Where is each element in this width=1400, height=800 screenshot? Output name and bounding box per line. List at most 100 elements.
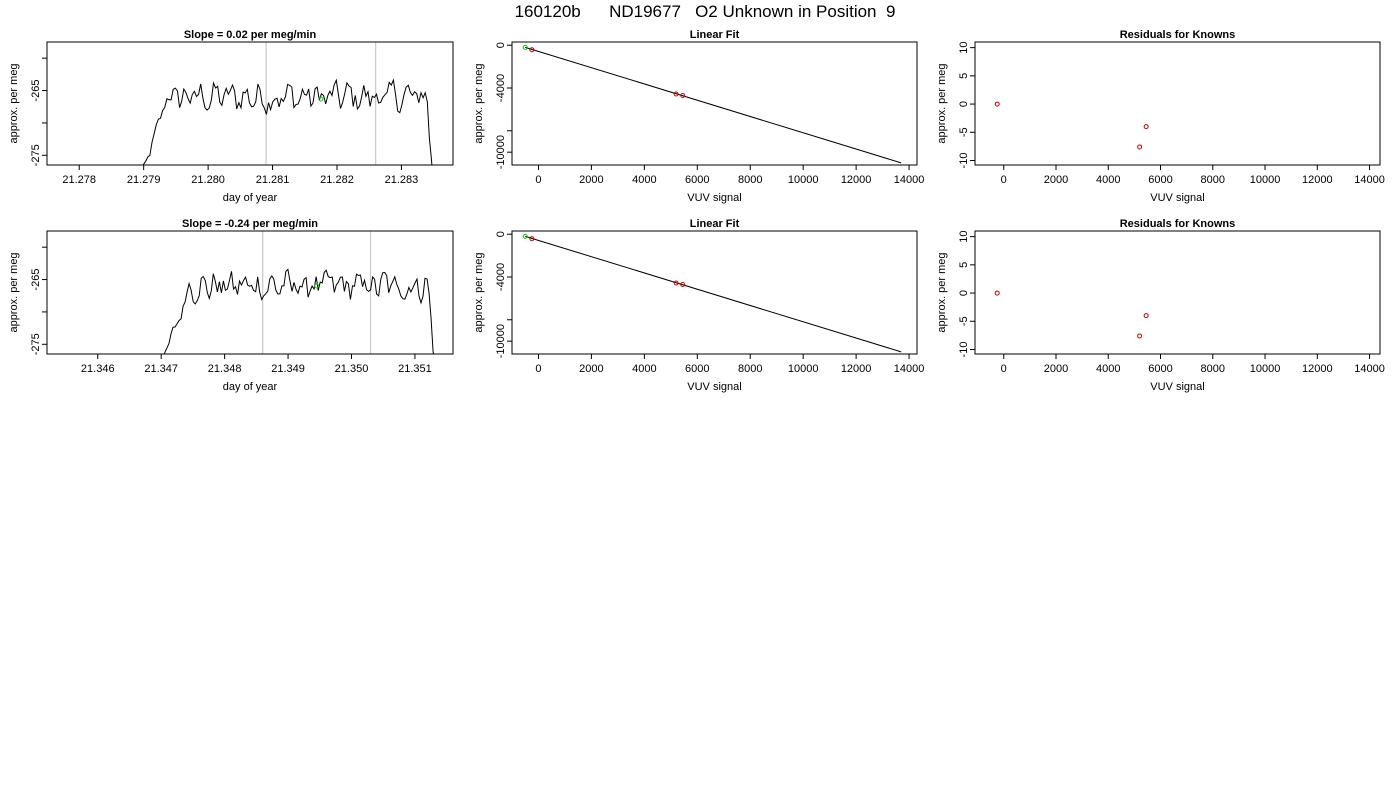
y-tick-label: -5 <box>958 127 970 137</box>
figure-title: 160120b ND19677 O2 Unknown in Position 9 <box>515 2 896 21</box>
x-tick-label: 2000 <box>1044 174 1068 186</box>
y-axis-label: approx. per meg <box>8 252 20 332</box>
chart-title: Residuals for Knowns <box>1120 218 1236 230</box>
known-point <box>1143 124 1149 130</box>
x-tick-label: 21.349 <box>271 363 305 375</box>
y-axis-label: approx. per meg <box>473 63 485 143</box>
plot-frame <box>46 41 454 166</box>
known-point <box>673 91 679 97</box>
x-tick-label: 4000 <box>632 174 656 186</box>
chart-title: Slope = 0.02 per meg/min <box>184 29 317 41</box>
fit-line <box>525 46 902 164</box>
x-tick-label: 10000 <box>1250 174 1281 186</box>
fit-line <box>525 235 902 353</box>
unknown-marker <box>318 96 324 102</box>
x-tick-label: 0 <box>535 174 541 186</box>
known-point <box>994 101 1000 107</box>
x-tick-label: 14000 <box>894 174 925 186</box>
x-tick-label: 2000 <box>1044 363 1068 375</box>
y-tick-label: -275 <box>30 333 42 355</box>
y-tick-label: 5 <box>958 73 970 79</box>
plot-frame <box>974 230 1381 355</box>
y-tick-label: -10000 <box>495 135 507 169</box>
plot-area <box>522 44 902 164</box>
known-point <box>994 290 1000 296</box>
y-tick-label: 5 <box>958 262 970 268</box>
x-tick-label: 12000 <box>1302 174 1333 186</box>
known-point <box>529 47 535 53</box>
signal-trace <box>163 268 435 354</box>
plot-area <box>142 42 433 165</box>
x-tick-label: 10000 <box>788 363 819 375</box>
y-tick-label: 0 <box>495 231 507 237</box>
chart-panels: Slope = 0.02 per meg/min 21.278 21.279 21.2… <box>8 29 1385 393</box>
x-axis-label: VUV signal <box>687 192 741 204</box>
x-tick-label: 21.351 <box>398 363 432 375</box>
x-tick-label: 6000 <box>685 363 709 375</box>
chart-title: Linear Fit <box>690 29 740 41</box>
plot-frame <box>46 230 454 355</box>
plot-area <box>994 290 1149 339</box>
x-tick-label: 2000 <box>579 174 603 186</box>
plot-area <box>522 233 902 353</box>
x-tick-label: 12000 <box>841 363 872 375</box>
y-tick-label: 10 <box>958 42 970 54</box>
x-tick-label: 8000 <box>1201 363 1225 375</box>
x-tick-label: 21.346 <box>81 363 115 375</box>
x-axis-label: VUV signal <box>687 381 741 393</box>
y-tick-label: -10 <box>958 153 970 169</box>
y-tick-label: -4000 <box>495 74 507 102</box>
x-tick-label: 8000 <box>738 174 762 186</box>
unknown-marker <box>314 283 320 289</box>
y-axis-label: approx. per meg <box>8 63 20 143</box>
chart-panel-5: Linear Fit 0 2000 4000 6000 8000 10000 12000 140… <box>473 218 924 393</box>
x-tick-label: 4000 <box>632 363 656 375</box>
known-point <box>1143 313 1149 319</box>
chart-panel-1: Slope = 0.02 per meg/min 21.278 21.279 21.2… <box>8 29 454 204</box>
x-tick-label: 14000 <box>1354 363 1385 375</box>
x-axis-label: VUV signal <box>1150 381 1204 393</box>
chart-title: Residuals for Knowns <box>1120 29 1236 41</box>
x-axis-label: day of year <box>223 192 278 204</box>
plot-area <box>994 101 1149 150</box>
y-tick-label: -4000 <box>495 263 507 291</box>
y-tick-label: -10000 <box>495 324 507 358</box>
x-tick-label: 21.283 <box>385 174 419 186</box>
chart-title: Slope = -0.24 per meg/min <box>182 218 318 230</box>
y-axis-label: approx. per meg <box>936 63 948 143</box>
x-tick-label: 6000 <box>1148 363 1172 375</box>
known-point <box>1137 333 1143 339</box>
x-tick-label: 0 <box>1001 174 1007 186</box>
x-tick-label: 8000 <box>738 363 762 375</box>
plot-frame <box>511 230 918 355</box>
x-axis-label: day of year <box>223 381 278 393</box>
x-tick-label: 10000 <box>1250 363 1281 375</box>
y-tick-label: 0 <box>495 42 507 48</box>
x-tick-label: 21.282 <box>320 174 354 186</box>
known-point <box>529 236 535 242</box>
x-tick-label: 21.348 <box>208 363 242 375</box>
x-tick-label: 6000 <box>1148 174 1172 186</box>
x-tick-label: 21.347 <box>144 363 178 375</box>
x-tick-label: 21.350 <box>335 363 369 375</box>
x-tick-label: 0 <box>1001 363 1007 375</box>
y-axis-label: approx. per meg <box>473 252 485 332</box>
y-tick-label: -265 <box>30 269 42 291</box>
x-axis-label: VUV signal <box>1150 192 1204 204</box>
known-point <box>673 280 679 286</box>
y-tick-label: 0 <box>958 101 970 107</box>
known-point <box>680 281 686 287</box>
x-tick-label: 10000 <box>788 174 819 186</box>
x-tick-label: 4000 <box>1096 174 1120 186</box>
y-tick-label: -275 <box>30 144 42 166</box>
x-tick-label: 21.278 <box>62 174 96 186</box>
plot-frame <box>974 41 1381 166</box>
known-point <box>680 92 686 98</box>
plot-frame <box>511 41 918 166</box>
x-tick-label: 0 <box>535 363 541 375</box>
x-tick-label: 21.279 <box>127 174 161 186</box>
x-tick-label: 14000 <box>1354 174 1385 186</box>
